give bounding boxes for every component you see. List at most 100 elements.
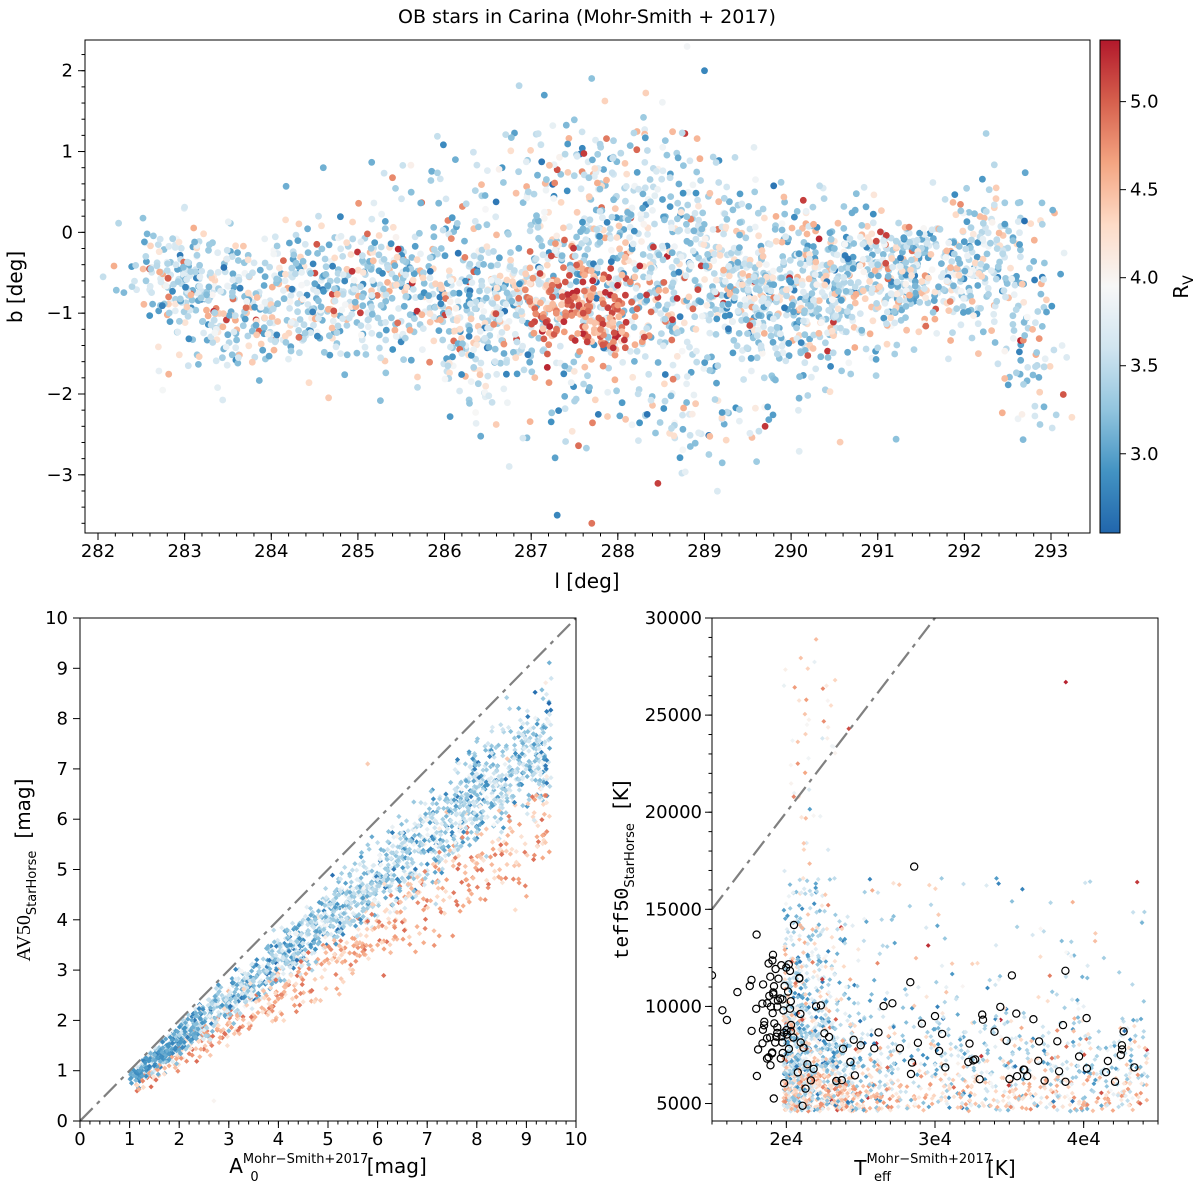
- top-point: [631, 273, 639, 281]
- top-point: [661, 380, 668, 388]
- top-point: [622, 183, 630, 190]
- left-point: [354, 867, 360, 873]
- top-point: [209, 339, 217, 346]
- top-point: [462, 200, 470, 208]
- top-x-tick-label: 287: [514, 541, 548, 562]
- top-point: [411, 315, 418, 322]
- top-point: [947, 337, 954, 344]
- top-point: [827, 235, 835, 243]
- top-point: [676, 313, 684, 321]
- top-point: [165, 293, 173, 301]
- top-point: [631, 313, 639, 320]
- top-point: [232, 344, 240, 352]
- top-point: [540, 215, 548, 222]
- left-point: [512, 747, 518, 753]
- left-point: [293, 1009, 299, 1015]
- top-point: [1017, 246, 1024, 254]
- left-point: [235, 992, 241, 998]
- top-point: [500, 385, 508, 393]
- top-point: [446, 413, 454, 420]
- top-point: [617, 149, 625, 157]
- top-point: [220, 310, 227, 317]
- top-point: [377, 354, 384, 362]
- top-point: [449, 353, 456, 361]
- left-point: [524, 708, 530, 714]
- top-point: [480, 308, 488, 315]
- left-point: [366, 846, 372, 852]
- top-point: [339, 315, 346, 322]
- left-point: [416, 872, 422, 878]
- top-point: [1037, 290, 1045, 298]
- top-point: [813, 281, 821, 288]
- left-point: [145, 1052, 151, 1058]
- top-point: [467, 351, 475, 359]
- left-point: [483, 767, 490, 773]
- top-point: [465, 332, 473, 340]
- top-point: [701, 276, 708, 283]
- top-point: [771, 225, 779, 233]
- left-point: [546, 711, 553, 718]
- top-point: [969, 230, 977, 238]
- top-point: [368, 215, 376, 223]
- top-point: [1003, 280, 1011, 287]
- top-point: [778, 342, 786, 350]
- top-point: [407, 188, 415, 196]
- top-point: [431, 303, 439, 311]
- top-point: [354, 248, 361, 256]
- top-point: [462, 277, 469, 285]
- top-point: [407, 356, 415, 364]
- left-point: [471, 803, 478, 809]
- left-point: [445, 843, 451, 850]
- top-point: [862, 345, 870, 353]
- top-point: [866, 277, 873, 285]
- left-point: [480, 767, 486, 773]
- top-point: [483, 243, 491, 251]
- left-point: [540, 832, 546, 838]
- top-point: [832, 312, 840, 320]
- top-point: [230, 328, 238, 336]
- top-point: [529, 274, 537, 282]
- top-point: [828, 296, 836, 304]
- top-point: [848, 313, 856, 321]
- left-point: [319, 974, 325, 980]
- top-point: [812, 258, 820, 266]
- left-point: [439, 866, 445, 872]
- top-point: [736, 417, 743, 425]
- left-point: [519, 776, 526, 782]
- top-point: [947, 264, 954, 272]
- top-point: [492, 198, 500, 206]
- left-point: [306, 962, 312, 968]
- top-point: [171, 307, 179, 315]
- top-point: [391, 262, 399, 269]
- top-point: [758, 247, 766, 254]
- top-point: [1016, 241, 1023, 248]
- top-point: [795, 229, 802, 237]
- top-point: [816, 182, 823, 190]
- left-point: [367, 885, 373, 891]
- left-point: [462, 801, 468, 807]
- top-point: [659, 342, 667, 350]
- top-point: [197, 294, 205, 302]
- left-point: [358, 932, 364, 938]
- left-point: [199, 1038, 205, 1044]
- top-point: [800, 288, 807, 296]
- top-point: [483, 221, 491, 229]
- left-point: [343, 891, 349, 897]
- top-point: [566, 272, 573, 279]
- top-point: [778, 226, 786, 234]
- top-x-tick-label: 292: [947, 541, 981, 562]
- left-point: [436, 826, 443, 832]
- top-point: [416, 229, 423, 237]
- top-point: [573, 208, 581, 216]
- top-point: [165, 309, 173, 317]
- top-point: [317, 303, 325, 311]
- top-point: [652, 429, 659, 437]
- left-point: [336, 955, 342, 962]
- top-point: [734, 307, 742, 315]
- top-point: [549, 300, 557, 308]
- top-point: [270, 346, 278, 354]
- top-x-tick-label: 283: [167, 541, 201, 562]
- top-point: [156, 268, 164, 276]
- top-point: [846, 235, 854, 243]
- top-point: [512, 354, 520, 362]
